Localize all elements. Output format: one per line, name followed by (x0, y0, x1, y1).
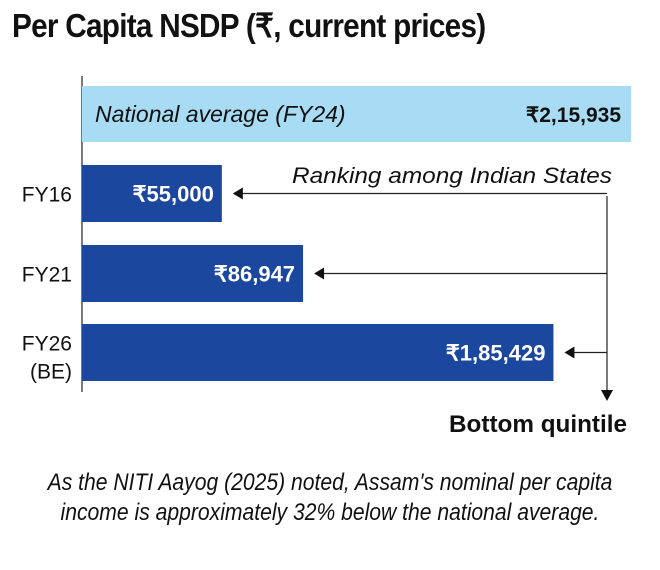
bar-value-label: ₹1,85,429 (446, 341, 546, 366)
ranking-down-arrowhead (601, 390, 613, 401)
category-label: FY26 (22, 333, 72, 356)
chart-svg: National average (FY24) ₹2,15,935 Rankin… (22, 76, 631, 438)
bar-fy21 (82, 245, 304, 302)
caption: As the NITI Aayog (2025) noted, Assam's … (47, 469, 613, 526)
national-average-label: National average (FY24) (95, 101, 346, 127)
bar-value-label: ₹55,000 (133, 182, 214, 207)
national-average-bar (82, 86, 631, 142)
arrowhead-icon (564, 346, 575, 359)
category-sublabel: (BE) (30, 361, 72, 384)
arrowhead-icon (314, 267, 325, 280)
bar-value-label: ₹86,947 (214, 262, 295, 287)
bar-fy16 (82, 165, 222, 222)
annotation-label: Ranking among Indian States (292, 163, 612, 188)
arrowhead-icon (232, 187, 243, 200)
bar-fy26 (82, 324, 554, 381)
ranking-result: Bottom quintile (449, 411, 627, 438)
national-average-value: ₹2,15,935 (526, 104, 621, 127)
category-label: FY16 (22, 184, 72, 207)
chart-title: Per Capita NSDP (₹, current prices) (12, 7, 486, 44)
category-label: FY21 (22, 264, 72, 287)
